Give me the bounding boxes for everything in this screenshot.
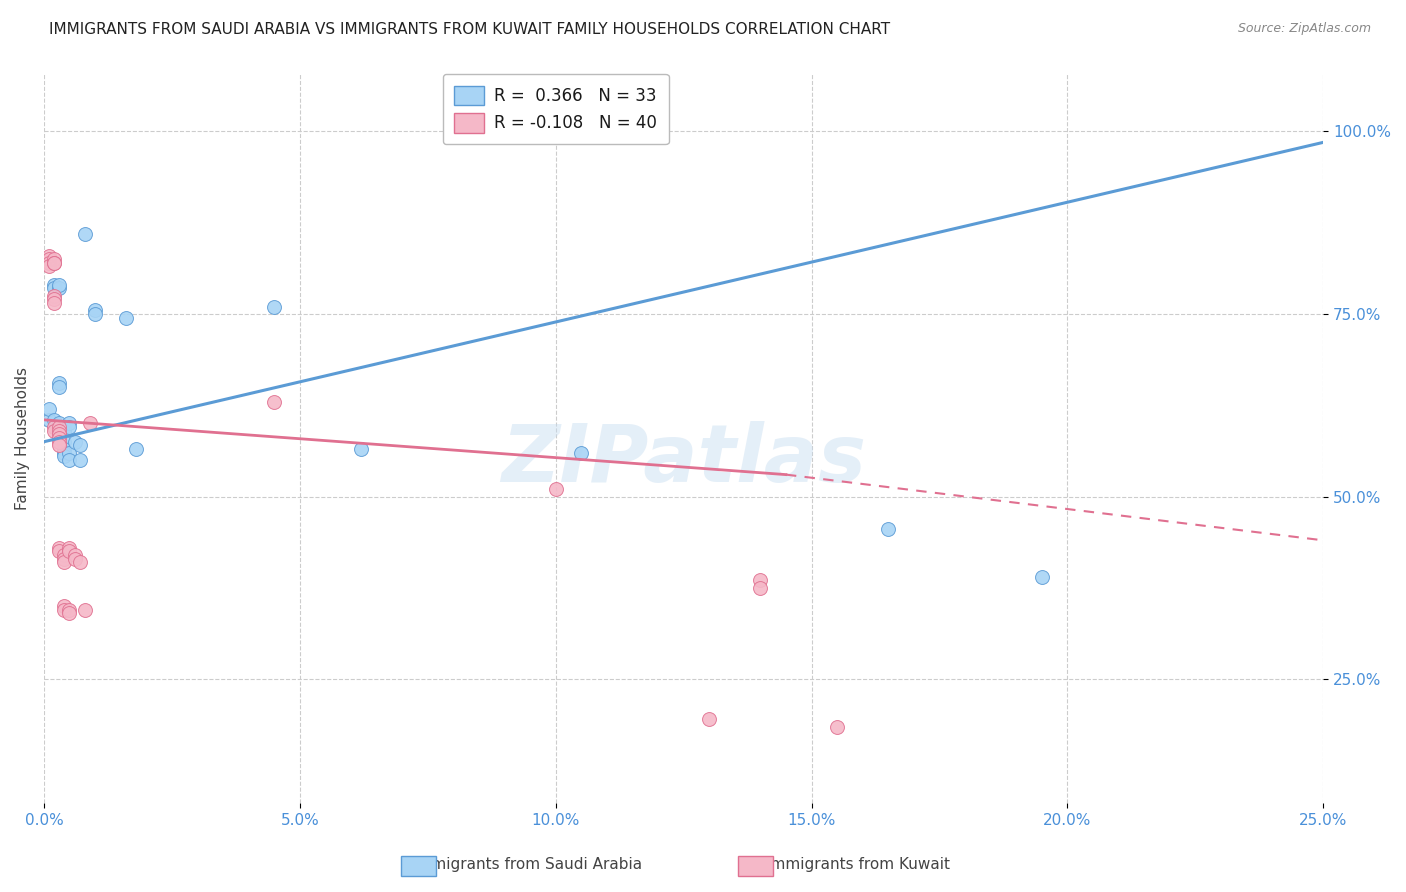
Point xyxy=(58,607,80,621)
Point xyxy=(48,434,70,449)
Point xyxy=(42,413,65,427)
Point xyxy=(42,277,65,292)
Point xyxy=(73,603,96,617)
Point xyxy=(48,380,70,394)
Point xyxy=(58,603,80,617)
Point xyxy=(42,420,65,434)
Point xyxy=(53,551,76,566)
Point xyxy=(58,446,80,460)
Point xyxy=(38,413,60,427)
Point xyxy=(69,453,91,467)
Point xyxy=(48,541,70,555)
Point xyxy=(42,424,65,438)
Point xyxy=(48,424,70,438)
Point xyxy=(48,438,70,452)
Point xyxy=(69,555,91,569)
Y-axis label: Family Households: Family Households xyxy=(15,367,30,509)
Text: ZIPatlas: ZIPatlas xyxy=(501,421,866,499)
Point xyxy=(58,541,80,555)
Point xyxy=(69,438,91,452)
Point xyxy=(53,446,76,460)
Point xyxy=(48,277,70,292)
Point xyxy=(263,300,285,314)
Text: Source: ZipAtlas.com: Source: ZipAtlas.com xyxy=(1237,22,1371,36)
Point xyxy=(569,446,592,460)
Point xyxy=(749,574,772,588)
Point xyxy=(58,417,80,431)
Point xyxy=(63,548,86,562)
Text: Immigrants from Kuwait: Immigrants from Kuwait xyxy=(766,857,949,872)
Point xyxy=(42,281,65,295)
Point xyxy=(350,442,373,456)
Point xyxy=(58,453,80,467)
Point xyxy=(48,420,70,434)
Point xyxy=(84,303,107,318)
Point xyxy=(53,555,76,569)
Point xyxy=(42,289,65,303)
Point xyxy=(58,544,80,558)
Point xyxy=(114,310,136,325)
Point xyxy=(53,603,76,617)
Point xyxy=(42,296,65,310)
Point xyxy=(1031,570,1053,584)
Point xyxy=(48,431,70,445)
Point xyxy=(38,252,60,267)
Point xyxy=(53,599,76,613)
Point xyxy=(125,442,148,456)
Point xyxy=(38,401,60,416)
Text: IMMIGRANTS FROM SAUDI ARABIA VS IMMIGRANTS FROM KUWAIT FAMILY HOUSEHOLDS CORRELA: IMMIGRANTS FROM SAUDI ARABIA VS IMMIGRAN… xyxy=(49,22,890,37)
Point xyxy=(63,434,86,449)
Point xyxy=(38,260,60,274)
Point xyxy=(48,417,70,431)
Point xyxy=(79,417,101,431)
Point xyxy=(544,482,567,496)
Point xyxy=(48,281,70,295)
Point xyxy=(53,434,76,449)
Point xyxy=(48,544,70,558)
Point xyxy=(825,720,848,734)
Point xyxy=(53,420,76,434)
Legend: R =  0.366   N = 33, R = -0.108   N = 40: R = 0.366 N = 33, R = -0.108 N = 40 xyxy=(443,74,669,145)
Point xyxy=(42,293,65,307)
Point xyxy=(38,256,60,270)
Point xyxy=(53,442,76,456)
Point xyxy=(48,376,70,391)
Point xyxy=(42,252,65,267)
Text: Immigrants from Saudi Arabia: Immigrants from Saudi Arabia xyxy=(412,857,643,872)
Point xyxy=(877,522,900,536)
Point xyxy=(84,307,107,321)
Point xyxy=(749,581,772,595)
Point xyxy=(73,227,96,241)
Point xyxy=(697,712,720,726)
Point xyxy=(42,256,65,270)
Point xyxy=(38,248,60,262)
Point xyxy=(53,424,76,438)
Point xyxy=(58,420,80,434)
Point xyxy=(53,548,76,562)
Point xyxy=(53,450,76,464)
Point xyxy=(63,551,86,566)
Point xyxy=(263,394,285,409)
Point xyxy=(48,427,70,442)
Point xyxy=(42,256,65,270)
